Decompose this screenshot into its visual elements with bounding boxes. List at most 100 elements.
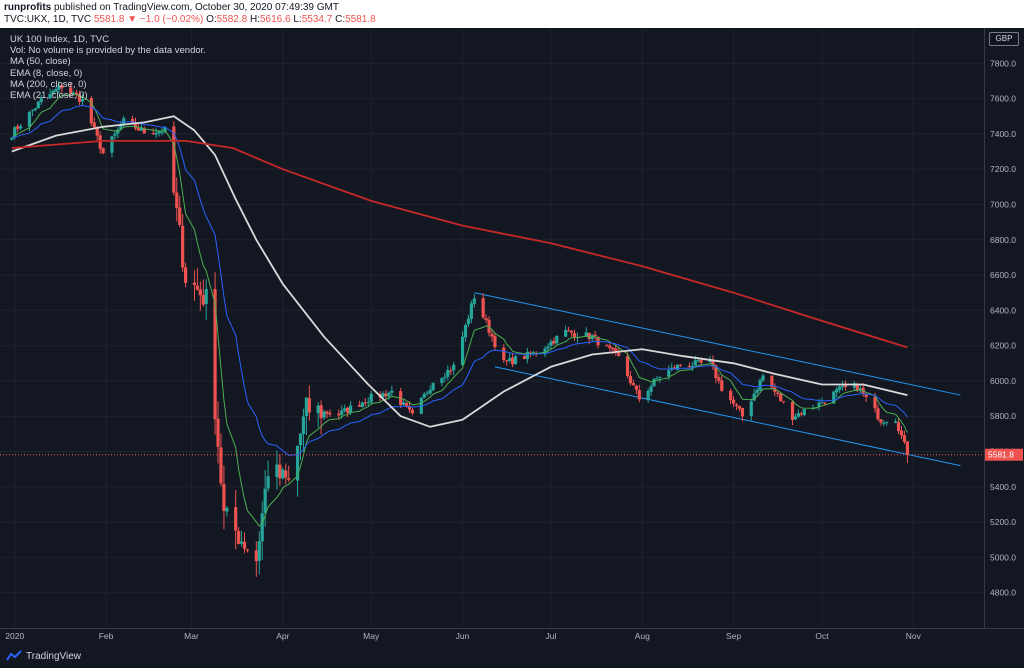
candle-body: [882, 422, 886, 424]
candle-body: [502, 347, 506, 361]
time-tick-label: Mar: [184, 631, 199, 641]
candle-body: [363, 402, 367, 404]
candle-body: [852, 383, 856, 388]
candle-body: [13, 127, 17, 138]
time-tick-label: Nov: [906, 631, 922, 641]
candle-body: [770, 375, 774, 388]
ma-200-line: [11, 139, 908, 349]
candle-body: [708, 360, 712, 363]
published-text: published on TradingView.com, October 30…: [51, 2, 339, 13]
legend-item[interactable]: EMA (8, close, 0): [10, 67, 83, 79]
candle-body: [74, 92, 79, 95]
candle-body: [855, 383, 859, 391]
candle-body: [546, 346, 550, 349]
candle-body: [843, 385, 848, 388]
candle-body: [469, 303, 473, 319]
symbol-label[interactable]: TVC:UKX, 1D, TVC: [4, 14, 92, 25]
candle-body: [69, 87, 73, 94]
price-change: −1.0 (−0.02%): [139, 14, 204, 25]
candle-body: [714, 365, 718, 379]
candle-body: [634, 385, 638, 390]
candle-body: [676, 364, 680, 371]
candle-body: [410, 409, 415, 414]
candle-body: [449, 370, 453, 372]
candle-body: [172, 126, 176, 193]
price-tick-label: 6000.0: [990, 376, 1016, 386]
legend-item[interactable]: MA (200, close, 0): [10, 78, 87, 90]
legend-item[interactable]: MA (50, close): [10, 56, 71, 68]
price-tick-label: 5000.0: [990, 552, 1016, 562]
tradingview-brand: TradingView: [26, 650, 82, 662]
close-label: C:: [335, 14, 346, 25]
price-tick-label: 5400.0: [990, 482, 1016, 492]
candle-body: [366, 401, 370, 403]
candle-body: [346, 407, 350, 413]
candle-body: [160, 132, 164, 134]
candle-body: [16, 126, 20, 129]
candle-body: [257, 541, 261, 561]
candle-body: [525, 351, 529, 359]
candle-body: [637, 390, 641, 400]
candle-body: [225, 507, 229, 512]
price-tick-labels: 4800.05000.05200.05400.05600.05800.06000…: [990, 58, 1016, 597]
candle-body: [284, 470, 288, 478]
candle-body: [755, 389, 759, 394]
candle-body: [729, 390, 733, 401]
candle-body: [894, 421, 898, 423]
candle-body: [678, 364, 683, 366]
candle-body: [452, 364, 456, 371]
candle-body: [493, 335, 497, 348]
candle-body: [505, 360, 509, 362]
price-tick-label: 6400.0: [990, 305, 1016, 315]
close-value: 5581.8: [345, 14, 376, 25]
candle-body: [625, 356, 630, 377]
candle-body: [758, 380, 762, 391]
publisher-name[interactable]: runprofits: [4, 2, 52, 13]
candle-body: [490, 333, 494, 337]
indicator-lines: [11, 94, 908, 527]
candle-body: [431, 382, 435, 391]
candle-body: [48, 93, 52, 99]
candle-body: [549, 341, 553, 346]
candle-body: [513, 356, 518, 364]
candle-body: [60, 85, 64, 89]
legend-item[interactable]: Vol: No volume is provided by the data v…: [10, 45, 206, 57]
candle-body: [275, 464, 279, 478]
price-tick-label: 5200.0: [990, 517, 1016, 527]
candle-body: [749, 401, 753, 417]
candle-body: [879, 419, 883, 423]
time-tick-label: Jun: [456, 631, 470, 641]
candle-body: [593, 334, 597, 337]
candle-body: [820, 402, 824, 404]
legend-item[interactable]: EMA (21, close, 0): [10, 90, 88, 102]
time-tick-label: Aug: [635, 631, 650, 641]
candle-body: [752, 393, 756, 401]
price-axis[interactable]: [984, 28, 1024, 628]
candle-body: [133, 122, 138, 129]
candle-body: [428, 389, 432, 394]
candle-body: [72, 92, 76, 94]
tradingview-logo[interactable]: TradingView: [6, 650, 81, 662]
candle-body: [779, 393, 783, 402]
candle-body: [631, 383, 636, 386]
candle-body: [298, 433, 303, 446]
candle-body: [696, 360, 700, 362]
candle-body: [587, 332, 591, 340]
candle-body: [181, 225, 185, 268]
candle-body: [113, 133, 117, 136]
candle-body: [319, 405, 323, 419]
candle-body: [237, 530, 241, 544]
legend-item[interactable]: UK 100 Index, 1D, TVC: [10, 34, 110, 45]
price-tick-label: 7400.0: [990, 129, 1016, 139]
candle-body: [266, 476, 270, 489]
candle-body: [443, 376, 447, 379]
candle-body: [793, 416, 798, 420]
candle-body: [655, 378, 659, 380]
time-axis[interactable]: [0, 628, 1024, 646]
price-tick-label: 7200.0: [990, 164, 1016, 174]
time-tick-label: Sep: [726, 631, 741, 641]
candle-body: [216, 418, 220, 447]
candle-body: [873, 396, 877, 409]
currency-badge[interactable]: GBP: [989, 32, 1019, 46]
candle-body: [776, 392, 780, 394]
